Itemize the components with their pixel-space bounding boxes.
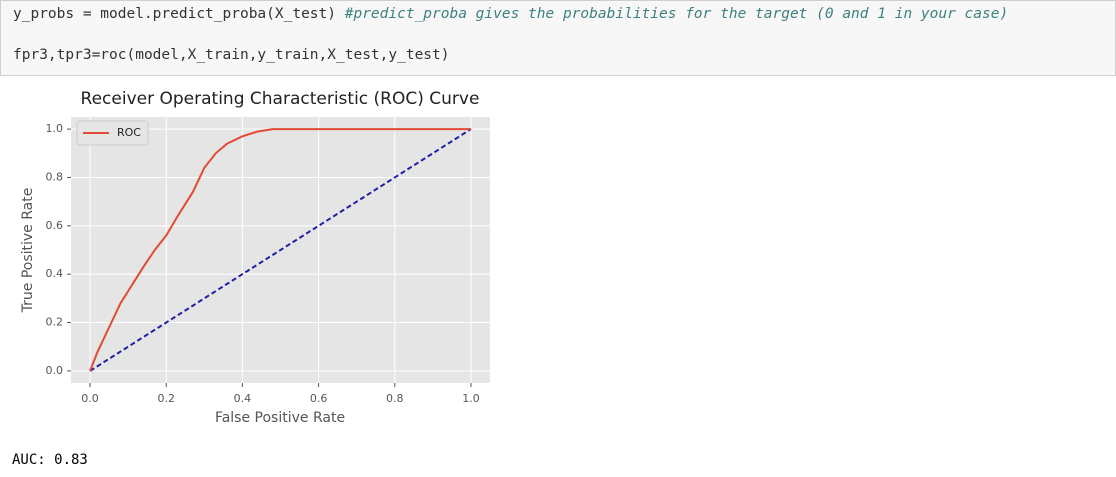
line <box>89 128 471 372</box>
reference-line <box>89 128 472 372</box>
x-tick-label: 0.0 <box>81 392 99 405</box>
x-tick-label: 0.6 <box>310 392 328 405</box>
comment: #predict_proba gives the probabilities f… <box>344 6 1009 22</box>
legend-label: ROC <box>117 126 141 139</box>
y-tick-label: 0.2 <box>46 316 64 329</box>
y-tick-label: 0.6 <box>46 219 64 232</box>
y-tick-label: 0.0 <box>46 364 64 377</box>
code-line: fpr3,tpr3=roc(model,X_train,y_train,X_te… <box>13 47 450 63</box>
code: fpr3,tpr3=roc(model,X_train,y_train,X_te… <box>13 47 450 63</box>
y-tick-label: 0.4 <box>46 267 64 280</box>
x-tick-label: 0.2 <box>157 392 175 405</box>
y-tick-label: 0.8 <box>46 170 64 183</box>
code: y_probs = model.predict_proba(X_test) <box>13 6 345 22</box>
x-tick-label: 0.4 <box>234 392 252 405</box>
chart-title: Receiver Operating Characteristic (ROC) … <box>81 89 480 109</box>
code-cell[interactable]: y_probs = model.predict_proba(X_test) #p… <box>0 0 1116 76</box>
x-tick-label: 0.8 <box>386 392 404 405</box>
output: AUC: 0.83 <box>12 452 88 468</box>
y-axis-label: True Positive Rate <box>20 188 36 314</box>
y-tick-label: 1.0 <box>46 122 64 135</box>
legend-box <box>76 120 149 146</box>
x-tick-label: 1.0 <box>462 392 480 405</box>
x-axis-label: False Positive Rate <box>215 410 345 426</box>
code-line: y_probs = model.predict_proba(X_test) #p… <box>13 6 1008 22</box>
chart: Receiver Operating Characteristic (ROC) … <box>20 89 490 426</box>
